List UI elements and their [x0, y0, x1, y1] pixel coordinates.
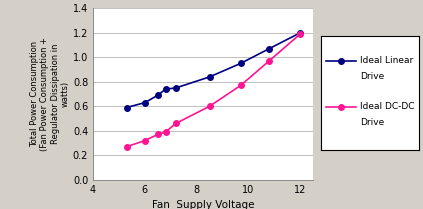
Text: Drive: Drive [360, 72, 385, 81]
Y-axis label: Total Power Consumption
(Fan Power Consumption +
Regulator Dissipation in
watts): Total Power Consumption (Fan Power Consu… [30, 37, 70, 151]
X-axis label: Fan  Supply Voltage: Fan Supply Voltage [152, 200, 254, 209]
Text: Ideal DC-DC: Ideal DC-DC [360, 102, 415, 111]
Text: Ideal Linear: Ideal Linear [360, 56, 414, 65]
Text: Drive: Drive [360, 118, 385, 127]
